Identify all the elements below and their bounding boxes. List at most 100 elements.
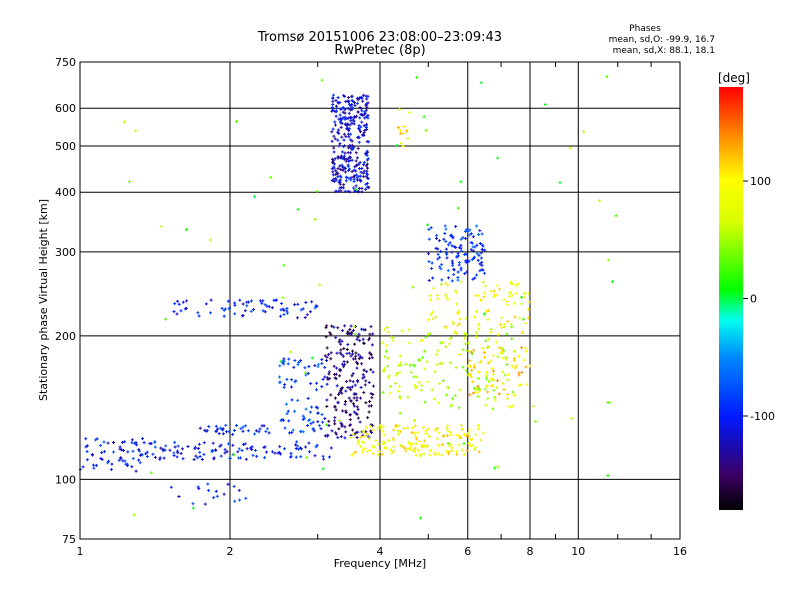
data-point bbox=[340, 175, 342, 179]
data-point bbox=[397, 126, 399, 130]
data-point bbox=[479, 388, 481, 392]
data-point bbox=[286, 307, 288, 310]
data-point bbox=[331, 139, 333, 143]
data-point bbox=[363, 133, 365, 137]
data-point bbox=[216, 494, 218, 498]
data-point bbox=[410, 446, 412, 450]
data-point bbox=[474, 315, 476, 319]
data-point bbox=[367, 166, 368, 170]
chart-title: Tromsø 20151006 23:08:00–23:09:43 bbox=[257, 30, 502, 45]
data-point bbox=[494, 398, 496, 402]
data-point bbox=[335, 336, 337, 340]
data-point bbox=[315, 304, 317, 308]
data-point bbox=[347, 189, 349, 193]
data-point bbox=[314, 306, 316, 310]
phase-info-o: mean, sd,O: -99.9, 16.7 bbox=[609, 35, 715, 45]
data-point bbox=[358, 174, 360, 178]
data-point bbox=[326, 346, 328, 350]
data-point bbox=[506, 363, 508, 367]
data-point bbox=[86, 450, 88, 453]
data-point bbox=[458, 434, 460, 438]
data-point bbox=[124, 120, 125, 124]
data-point bbox=[349, 190, 351, 194]
data-point bbox=[406, 129, 408, 133]
data-point bbox=[413, 448, 414, 452]
data-point bbox=[283, 313, 285, 316]
data-point bbox=[457, 311, 458, 315]
data-point bbox=[429, 294, 431, 297]
data-point bbox=[353, 186, 355, 190]
x-tick-label: 16 bbox=[673, 545, 687, 558]
data-point bbox=[362, 171, 364, 175]
data-point bbox=[323, 457, 325, 461]
data-point bbox=[334, 416, 336, 420]
data-point bbox=[437, 247, 439, 251]
data-point bbox=[264, 303, 266, 307]
data-point bbox=[462, 236, 464, 240]
data-point bbox=[479, 242, 481, 245]
data-point bbox=[473, 348, 475, 352]
data-point bbox=[289, 350, 291, 354]
data-point bbox=[355, 187, 357, 191]
data-point bbox=[95, 463, 97, 467]
data-point bbox=[332, 108, 334, 112]
data-point bbox=[370, 429, 372, 433]
data-point bbox=[373, 384, 374, 388]
data-point bbox=[329, 455, 330, 459]
data-point bbox=[353, 410, 355, 414]
data-point bbox=[344, 144, 345, 148]
data-point bbox=[484, 291, 486, 295]
data-point bbox=[302, 430, 304, 434]
data-point bbox=[440, 249, 442, 253]
data-point bbox=[291, 385, 292, 389]
data-point bbox=[311, 405, 313, 409]
data-point bbox=[420, 454, 421, 458]
data-point bbox=[450, 336, 452, 340]
data-point bbox=[264, 310, 266, 314]
data-point bbox=[428, 228, 430, 231]
data-point bbox=[250, 446, 252, 450]
data-point bbox=[411, 431, 413, 435]
data-point bbox=[444, 232, 446, 235]
data-point bbox=[316, 189, 318, 193]
data-point bbox=[356, 164, 357, 168]
data-point bbox=[368, 185, 370, 189]
data-point bbox=[238, 456, 240, 460]
data-point bbox=[352, 428, 354, 432]
data-point bbox=[208, 425, 210, 429]
data-point bbox=[522, 331, 523, 335]
data-point bbox=[163, 456, 165, 460]
data-point bbox=[427, 223, 429, 227]
data-point bbox=[511, 282, 513, 286]
data-point bbox=[400, 142, 402, 145]
data-point bbox=[355, 354, 357, 358]
data-point bbox=[197, 447, 199, 450]
data-point bbox=[347, 100, 349, 104]
data-point bbox=[224, 448, 226, 452]
data-point bbox=[359, 178, 361, 182]
data-point bbox=[220, 454, 222, 458]
data-point bbox=[452, 320, 454, 324]
data-point bbox=[474, 386, 476, 390]
data-point bbox=[496, 293, 498, 297]
data-point bbox=[351, 108, 353, 112]
data-point bbox=[312, 427, 314, 431]
data-point bbox=[337, 138, 339, 142]
data-point bbox=[430, 298, 432, 302]
data-point bbox=[309, 418, 311, 422]
data-point bbox=[361, 120, 363, 124]
data-point bbox=[362, 373, 364, 377]
data-point bbox=[345, 100, 347, 104]
data-point bbox=[281, 302, 282, 305]
data-point bbox=[232, 443, 234, 447]
data-point bbox=[338, 392, 339, 396]
data-point bbox=[221, 306, 223, 310]
data-point bbox=[317, 406, 319, 410]
data-point bbox=[347, 123, 349, 127]
data-point bbox=[357, 416, 359, 420]
data-point bbox=[100, 457, 102, 460]
data-point bbox=[234, 499, 236, 503]
data-point bbox=[255, 429, 257, 433]
data-point bbox=[607, 258, 609, 262]
data-point bbox=[377, 453, 379, 457]
